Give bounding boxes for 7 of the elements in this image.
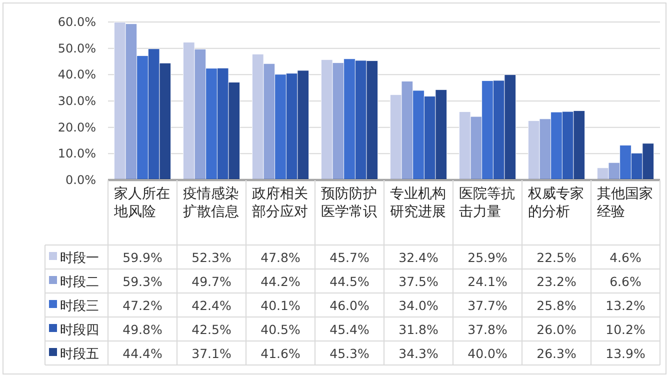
- y-tick-label: 50.0%: [58, 41, 96, 56]
- y-tick-label: 20.0%: [58, 120, 96, 134]
- y-tick-label: 30.0%: [58, 94, 96, 108]
- y-tick-label: 10.0%: [58, 146, 96, 161]
- y-tick-label: 40.0%: [58, 68, 96, 82]
- y-tick-label: 60.0%: [58, 15, 96, 29]
- y-tick-label: 0.0%: [66, 173, 96, 187]
